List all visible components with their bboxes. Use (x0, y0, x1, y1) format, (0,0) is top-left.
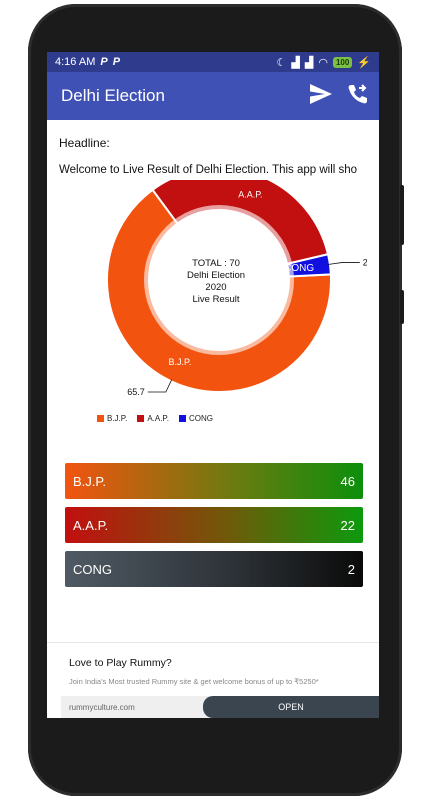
seat-count: 46 (340, 473, 355, 489)
navigation-bar (47, 718, 379, 774)
ad-open-button[interactable]: OPEN (203, 696, 379, 718)
power-button (400, 290, 404, 324)
slice-label: A.A.P. (238, 190, 262, 200)
charging-icon: ⚡ (357, 56, 371, 69)
seat-count: 2 (347, 561, 355, 577)
wifi-icon: ◠ (318, 56, 328, 69)
value-callout-line (327, 262, 360, 265)
party-name: B.J.P. (73, 473, 107, 489)
legend-swatch-bjp (97, 415, 104, 422)
donut-inner-ring (144, 205, 294, 355)
slice-label: CONG (284, 263, 314, 274)
battery-icon: 100 (332, 56, 353, 68)
ad-banner[interactable]: Love to Play Rummy? Join India's Most tr… (47, 642, 379, 718)
page-title: Delhi Election (61, 86, 165, 105)
send-icon[interactable] (309, 83, 333, 110)
seat-count: 22 (340, 517, 355, 533)
headline-ticker: Welcome to Live Result of Delhi Election… (59, 164, 358, 176)
phone-forward-icon[interactable] (347, 83, 369, 110)
volume-button (400, 185, 404, 245)
legend-label: A.A.P. (147, 414, 169, 423)
moon-icon: ☾ (276, 56, 287, 69)
signal-icon: ▟ (304, 56, 314, 69)
legend-item: A.A.P. (137, 414, 169, 423)
chart-center-text: Delhi Election (187, 270, 245, 281)
chart-legend: B.J.P. A.A.P. CONG (97, 414, 379, 423)
notification-p-icon: P (112, 56, 121, 68)
notification-p-icon: P (100, 56, 108, 68)
seat-results: B.J.P. 46 A.A.P. 22 CONG 2 (65, 463, 363, 587)
result-donut-chart: B.J.P.65.7A.A.P.31.4CONG2.9TOTAL : 70Del… (47, 180, 367, 410)
status-time: 4:16 AM (55, 56, 96, 68)
result-bar-aap[interactable]: A.A.P. 22 (65, 507, 363, 543)
chart-center-text: Live Result (193, 294, 240, 305)
ad-title: Love to Play Rummy? (69, 657, 172, 669)
donut-svg: B.J.P.65.7A.A.P.31.4CONG2.9TOTAL : 70Del… (106, 180, 367, 397)
slice-value-label: 65.7 (127, 387, 145, 397)
result-bar-bjp[interactable]: B.J.P. 46 (65, 463, 363, 499)
main-content: Headline: Welcome to Live Result of Delh… (47, 136, 379, 587)
status-bar: 4:16 AM P P ☾ ▟ ▟ ◠ 100 ⚡ (47, 52, 379, 72)
party-name: CONG (73, 561, 112, 577)
app-screen: 4:16 AM P P ☾ ▟ ▟ ◠ 100 ⚡ Delhi Election (47, 52, 379, 718)
legend-item: B.J.P. (97, 414, 127, 423)
legend-swatch-cong (178, 415, 186, 422)
legend-item: CONG (178, 414, 213, 423)
legend-label: B.J.P. (107, 414, 128, 423)
result-bar-cong[interactable]: CONG 2 (65, 551, 363, 587)
headline-label: Headline: (59, 136, 110, 150)
slice-label: B.J.P. (169, 357, 192, 367)
value-callout-line (147, 379, 173, 393)
signal-icon: ▟ (291, 56, 300, 69)
chart-center-text: TOTAL : 70 (192, 258, 240, 269)
chart-center-text: 2020 (205, 282, 226, 293)
ad-domain: rummyculture.com (69, 702, 135, 712)
app-bar: Delhi Election (47, 72, 379, 120)
slice-value-label: 2.9 (363, 258, 367, 268)
ad-footer: rummyculture.com OPEN (61, 696, 379, 718)
party-name: A.A.P. (73, 517, 109, 533)
legend-swatch-aap (137, 415, 145, 422)
legend-label: CONG (188, 414, 213, 423)
ad-description: Join India's Most trusted Rummy site & g… (69, 677, 319, 686)
